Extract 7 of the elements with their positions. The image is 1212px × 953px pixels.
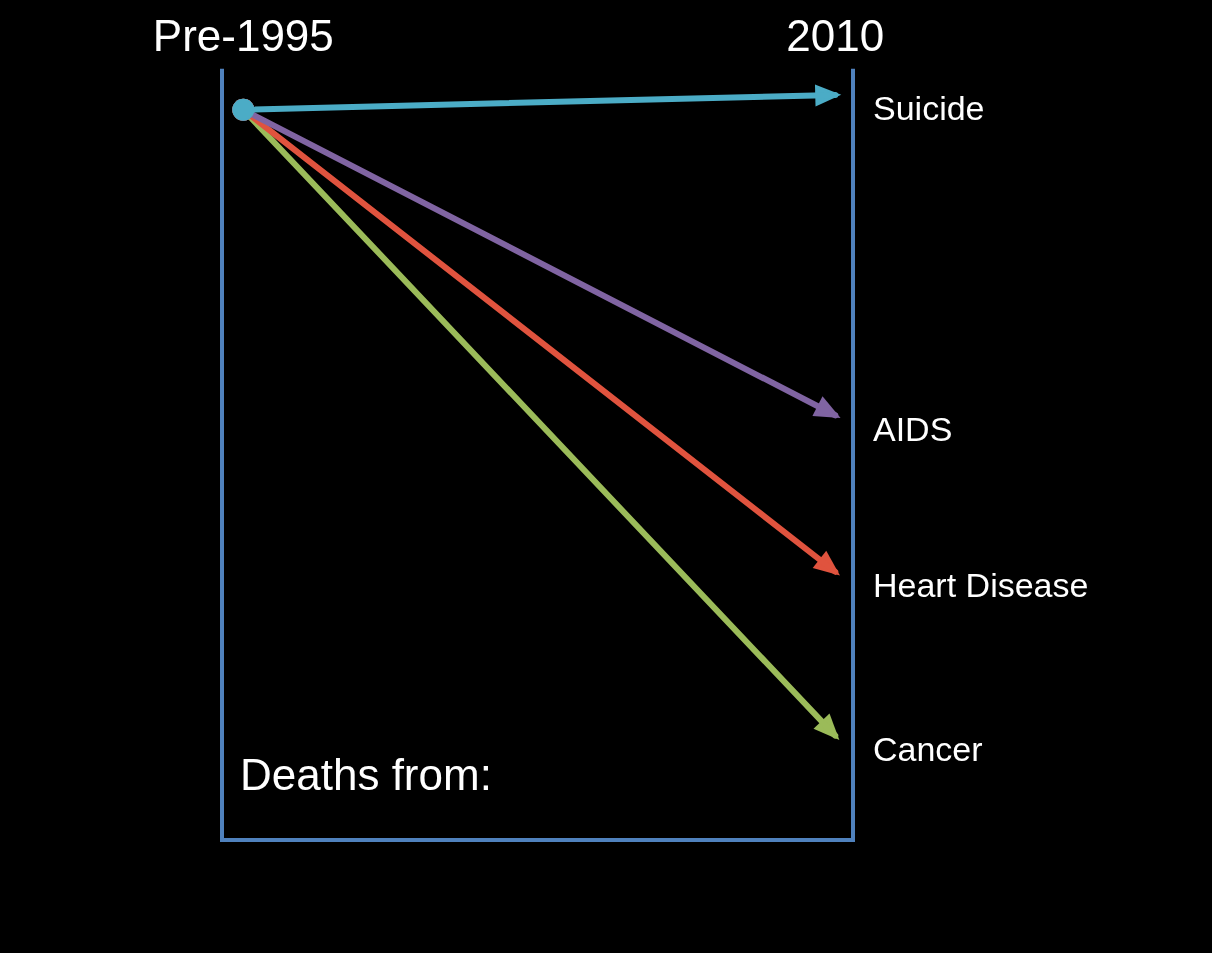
legend-label: Heart Disease [873,566,1089,605]
x-tick-label: Pre-1995 [152,10,334,60]
legend-label: Cancer [873,730,983,769]
series-label: Suicide [873,89,985,128]
legend-label: AIDS [873,409,953,448]
x-tick-label: 2010 [786,10,885,60]
annotation: Deaths from: [240,750,492,799]
